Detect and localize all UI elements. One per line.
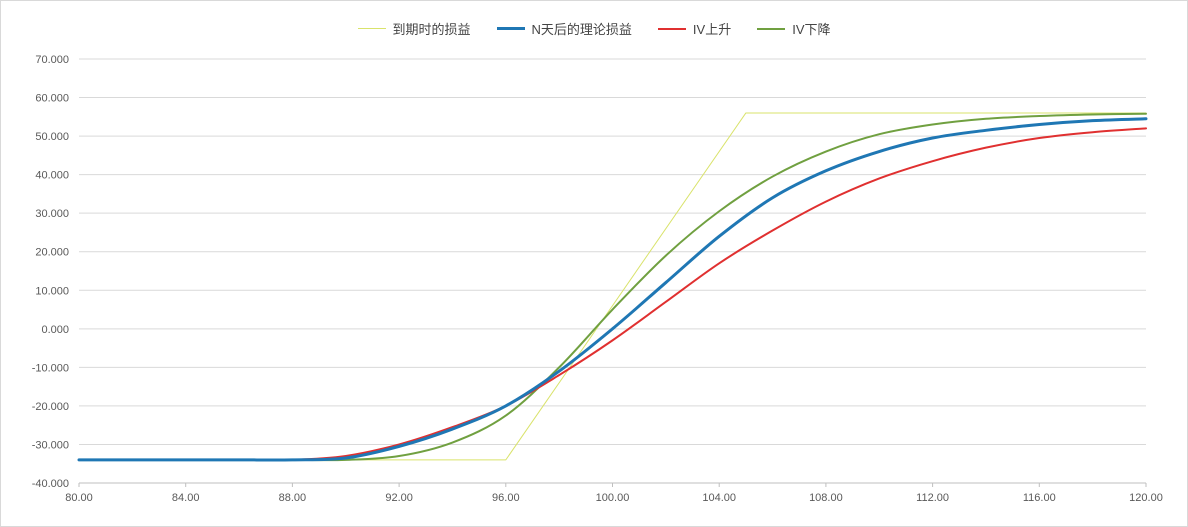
legend-label-iv-up: IV上升 <box>692 22 732 37</box>
legend-item-n-day-pnl: N天后的理论损益 <box>496 19 632 38</box>
x-tick-label: 84.00 <box>172 492 200 504</box>
x-tick-label: 96.00 <box>492 492 520 504</box>
legend-swatch-expiry-pnl <box>357 28 386 29</box>
y-tick-label: 50.000 <box>35 131 69 143</box>
legend-label-expiry-pnl: 到期时的损益 <box>392 22 471 37</box>
y-tick-label: 70.000 <box>35 54 69 66</box>
y-tick-label: -30.000 <box>32 439 69 451</box>
y-tick-label: 30.000 <box>35 208 69 220</box>
legend-swatch-iv-up <box>657 27 686 30</box>
axes: 70.000 60.000 50.000 40.000 30.000 20.000 10.0… <box>32 54 1163 504</box>
series-lines <box>77 112 1148 462</box>
y-tick-label: 40.000 <box>35 170 69 182</box>
x-tick-label: 92.00 <box>385 492 413 504</box>
x-tick-label: 88.00 <box>279 492 307 504</box>
x-tick-label: 104.00 <box>702 492 736 504</box>
chart-legend: 到期时的损益 N天后的理论损益 IV上升 IV下降 <box>1 19 1187 38</box>
legend-label-n-day-pnl: N天后的理论损益 <box>531 22 632 37</box>
y-tick-label: 20.000 <box>35 247 69 259</box>
x-tick-label: 116.00 <box>1023 492 1056 504</box>
x-tick-label: 120.00 <box>1129 492 1163 504</box>
series-line-iv-up <box>78 127 1147 462</box>
series-line-expiry-pnl <box>78 112 1147 461</box>
legend-item-iv-down: IV下降 <box>757 19 831 38</box>
y-tick-label: 60.000 <box>35 93 69 105</box>
y-tick-label: -10.000 <box>32 362 69 374</box>
x-tick-label: 112.00 <box>916 492 949 504</box>
series-line-iv-down <box>78 112 1147 462</box>
legend-swatch-n-day-pnl <box>496 27 525 30</box>
x-tick-label: 100.00 <box>596 492 630 504</box>
legend-label-iv-down: IV下降 <box>792 22 831 37</box>
x-tick-label: 80.00 <box>65 492 93 504</box>
y-tick-label: 0.000 <box>41 324 69 336</box>
y-tick-label: 10.000 <box>35 285 69 297</box>
legend-swatch-iv-down <box>757 27 786 30</box>
grid-lines <box>79 58 1146 484</box>
series-line-n-day-pnl <box>77 117 1148 462</box>
legend-item-expiry-pnl: 到期时的损益 <box>357 19 471 38</box>
y-tick-label: -40.000 <box>32 478 69 490</box>
x-tick-label: 108.00 <box>809 492 843 504</box>
y-tick-label: -20.000 <box>32 401 69 413</box>
legend-item-iv-up: IV上升 <box>657 19 732 38</box>
